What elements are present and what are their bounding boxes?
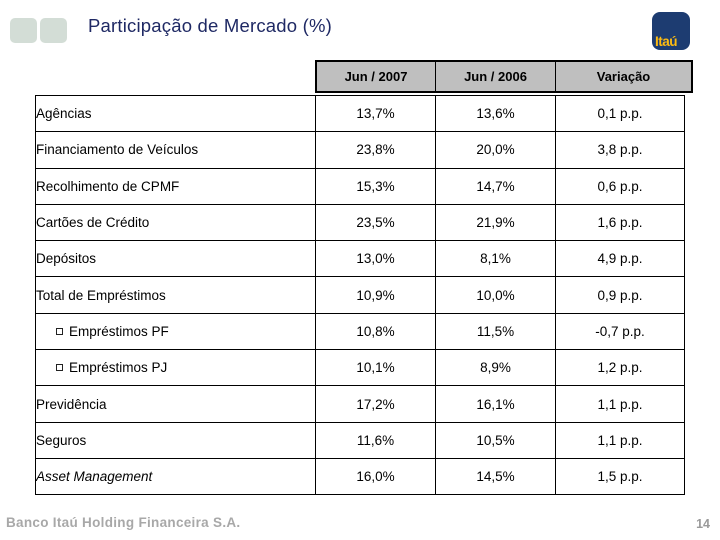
value-jun-2006: 10,5% [435, 421, 556, 459]
table-row: Total de Empréstimos 10,9% 10,0% 0,9 p.p… [35, 276, 685, 314]
value-variacao: -0,7 p.p. [555, 312, 685, 351]
value-variacao: 1,1 p.p. [555, 421, 685, 459]
value-jun-2006: 14,7% [435, 167, 556, 205]
value-jun-2007: 13,0% [315, 240, 436, 278]
value-jun-2007: 11,6% [315, 421, 436, 459]
value-jun-2007: 13,7% [315, 94, 436, 133]
value-jun-2006: 14,5% [435, 457, 556, 496]
table-row: Seguros 11,6% 10,5% 1,1 p.p. [35, 421, 685, 459]
value-jun-2007: 10,8% [315, 312, 436, 351]
table-row: Depósitos 13,0% 8,1% 4,9 p.p. [35, 240, 685, 278]
value-jun-2006: 8,1% [435, 240, 556, 278]
itau-logo: Itaú [652, 12, 690, 50]
value-variacao: 1,6 p.p. [555, 203, 685, 242]
row-label: Seguros [35, 421, 316, 459]
value-jun-2006: 21,9% [435, 203, 556, 242]
row-label: Previdência [35, 385, 316, 423]
square-bullet-icon [56, 327, 63, 335]
table-row: Cartões de Crédito 23,5% 21,9% 1,6 p.p. [35, 203, 685, 242]
row-label: Empréstimos PF [35, 312, 316, 351]
itau-logo-text: Itaú [655, 34, 678, 49]
accent-square [40, 18, 67, 43]
value-jun-2006: 13,6% [435, 94, 556, 133]
table-row: Recolhimento de CPMF 15,3% 14,7% 0,6 p.p… [35, 167, 685, 205]
value-jun-2006: 11,5% [435, 312, 556, 351]
row-label: Financiamento de Veículos [35, 131, 316, 169]
table-row: Agências 13,7% 13,6% 0,1 p.p. [35, 94, 685, 133]
value-jun-2007: 10,1% [315, 349, 436, 387]
table-row: Asset Management 16,0% 14,5% 1,5 p.p. [35, 457, 685, 496]
page-number: 14 [696, 517, 710, 531]
table-row: Empréstimos PJ 10,1% 8,9% 1,2 p.p. [35, 349, 685, 387]
value-jun-2006: 8,9% [435, 349, 556, 387]
value-jun-2007: 23,8% [315, 131, 436, 169]
row-label: Cartões de Crédito [35, 203, 316, 242]
value-variacao: 0,1 p.p. [555, 94, 685, 133]
table-row: Previdência 17,2% 16,1% 1,1 p.p. [35, 385, 685, 423]
value-jun-2007: 23,5% [315, 203, 436, 242]
column-header-variacao: Variação [555, 62, 691, 91]
value-variacao: 0,6 p.p. [555, 167, 685, 205]
table-row: Empréstimos PF 10,8% 11,5% -0,7 p.p. [35, 312, 685, 351]
row-label: Empréstimos PJ [35, 349, 316, 387]
footer-company-name: Banco Itaú Holding Financeira S.A. [6, 515, 241, 530]
value-variacao: 1,1 p.p. [555, 385, 685, 423]
row-label: Depósitos [35, 240, 316, 278]
market-share-table: Agências 13,7% 13,6% 0,1 p.p. Financiame… [35, 94, 685, 496]
value-variacao: 4,9 p.p. [555, 240, 685, 278]
value-jun-2007: 10,9% [315, 276, 436, 314]
value-variacao: 1,2 p.p. [555, 349, 685, 387]
row-label: Recolhimento de CPMF [35, 167, 316, 205]
square-bullet-icon [56, 364, 63, 372]
value-jun-2007: 15,3% [315, 167, 436, 205]
value-jun-2006: 10,0% [435, 276, 556, 314]
column-header-jun-2006: Jun / 2006 [435, 62, 555, 91]
value-variacao: 3,8 p.p. [555, 131, 685, 169]
page-title: Participação de Mercado (%) [88, 15, 332, 36]
value-variacao: 0,9 p.p. [555, 276, 685, 314]
row-label: Agências [35, 94, 316, 133]
value-jun-2007: 16,0% [315, 457, 436, 496]
value-jun-2007: 17,2% [315, 385, 436, 423]
table-header-row: Jun / 2007 Jun / 2006 Variação [315, 60, 693, 93]
row-label: Total de Empréstimos [35, 276, 316, 314]
value-jun-2006: 16,1% [435, 385, 556, 423]
column-header-jun-2007: Jun / 2007 [317, 62, 435, 91]
value-jun-2006: 20,0% [435, 131, 556, 169]
row-label: Asset Management [35, 457, 316, 496]
value-variacao: 1,5 p.p. [555, 457, 685, 496]
table-row: Financiamento de Veículos 23,8% 20,0% 3,… [35, 131, 685, 169]
accent-square [10, 18, 37, 43]
